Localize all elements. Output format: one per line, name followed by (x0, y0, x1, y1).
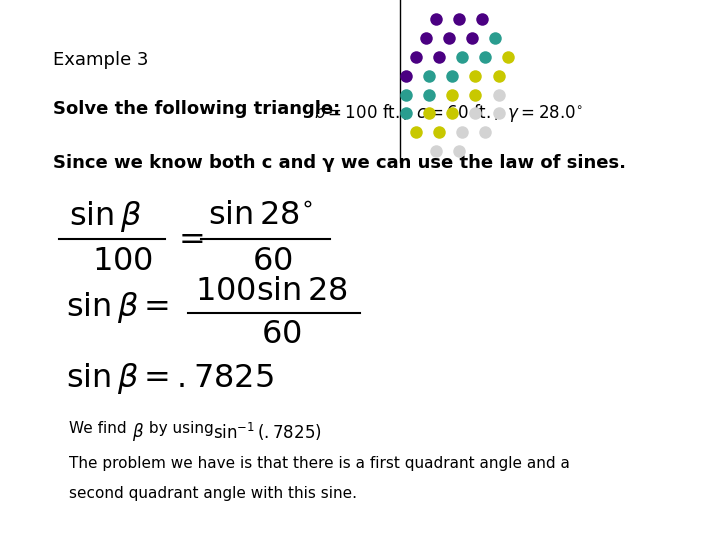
Text: second quadrant angle with this sine.: second quadrant angle with this sine. (69, 486, 357, 501)
Text: $=$: $=$ (171, 223, 203, 254)
Text: $100\sin 28$: $100\sin 28$ (195, 276, 348, 307)
Text: $\sin\beta$: $\sin\beta$ (69, 199, 142, 233)
Text: Example 3: Example 3 (53, 51, 148, 69)
Text: $\beta$: $\beta$ (132, 421, 144, 443)
Text: $60$: $60$ (261, 319, 302, 350)
Text: $\sin 28^{\circ}$: $\sin 28^{\circ}$ (208, 200, 312, 232)
Text: The problem we have is that there is a first quadrant angle and a: The problem we have is that there is a f… (69, 456, 570, 471)
Text: Since we know both c and γ we can use the law of sines.: Since we know both c and γ we can use th… (53, 154, 626, 172)
Text: $\sin\beta =$: $\sin\beta =$ (66, 291, 169, 325)
Text: $\sin^{-1}(.7825)$: $\sin^{-1}(.7825)$ (213, 421, 322, 443)
Text: $\sin\beta = .7825$: $\sin\beta = .7825$ (66, 361, 274, 395)
Text: We find: We find (69, 421, 132, 436)
Text: $60$: $60$ (252, 246, 293, 277)
Text: by using: by using (144, 421, 219, 436)
Text: $100$: $100$ (92, 246, 153, 277)
Text: Solve the following triangle:: Solve the following triangle: (53, 100, 340, 118)
Text: $b = 100\ \mathrm{ft.},\ c = 60\ \mathrm{ft.},\ \gamma = 28.0^{\circ}$: $b = 100\ \mathrm{ft.},\ c = 60\ \mathrm… (314, 102, 582, 124)
